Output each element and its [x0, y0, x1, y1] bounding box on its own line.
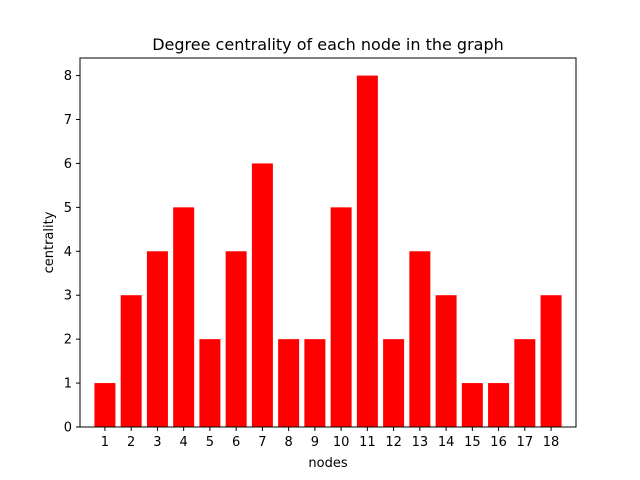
x-tick-label: 16 — [490, 435, 507, 450]
bar-node-13 — [409, 251, 431, 427]
y-tick-label: 5 — [64, 201, 72, 216]
x-axis-label: nodes — [308, 456, 347, 471]
x-tick-label: 11 — [359, 435, 376, 450]
bar-node-1 — [94, 383, 116, 427]
x-tick-label: 18 — [543, 435, 560, 450]
bar-node-2 — [120, 295, 142, 427]
x-tick-label: 4 — [180, 435, 188, 450]
bar-node-17 — [514, 339, 536, 427]
y-tick-label: 7 — [64, 113, 72, 128]
x-tick-label: 13 — [412, 435, 429, 450]
x-tick-label: 9 — [311, 435, 319, 450]
bar-node-10 — [330, 207, 352, 427]
bar-node-9 — [304, 339, 326, 427]
x-tick-label: 8 — [284, 435, 292, 450]
bar-node-12 — [383, 339, 405, 427]
bar-node-16 — [488, 383, 510, 427]
bar-node-6 — [225, 251, 247, 427]
x-tick-label: 6 — [232, 435, 240, 450]
y-tick-label: 2 — [64, 333, 72, 348]
bar-node-14 — [435, 295, 457, 427]
x-tick-label: 2 — [127, 435, 135, 450]
y-tick-label: 8 — [64, 69, 72, 84]
x-axis-ticks: 1 2 3 4 5 6 7 8 9 10 11 12 13 14 15 16 17 18 — [101, 427, 560, 450]
x-tick-label: 10 — [333, 435, 350, 450]
bar-node-11 — [356, 75, 378, 428]
bar-node-3 — [146, 251, 168, 427]
x-tick-label: 7 — [258, 435, 266, 450]
bar-node-8 — [278, 339, 300, 427]
x-tick-label: 5 — [206, 435, 214, 450]
y-tick-label: 0 — [64, 421, 72, 436]
bar-node-7 — [251, 163, 273, 427]
y-tick-label: 6 — [64, 157, 72, 172]
bar-node-18 — [540, 295, 562, 427]
x-tick-label: 1 — [101, 435, 109, 450]
plot-frame — [79, 57, 577, 428]
x-tick-label: 17 — [517, 435, 534, 450]
bars-group — [94, 75, 562, 428]
y-tick-label: 4 — [64, 245, 72, 260]
chart-title: Degree centrality of each node in the gr… — [152, 35, 504, 54]
x-tick-label: 14 — [438, 435, 455, 450]
y-tick-label: 1 — [64, 377, 72, 392]
bar-node-5 — [199, 339, 221, 427]
x-tick-label: 12 — [385, 435, 402, 450]
y-axis-label: centrality — [42, 211, 57, 273]
x-tick-label: 15 — [464, 435, 481, 450]
y-tick-label: 3 — [64, 289, 72, 304]
bar-node-4 — [173, 207, 195, 427]
x-tick-label: 3 — [153, 435, 161, 450]
y-axis-ticks: 0 1 2 3 4 5 6 7 8 — [64, 69, 80, 436]
bar-node-15 — [461, 383, 483, 427]
